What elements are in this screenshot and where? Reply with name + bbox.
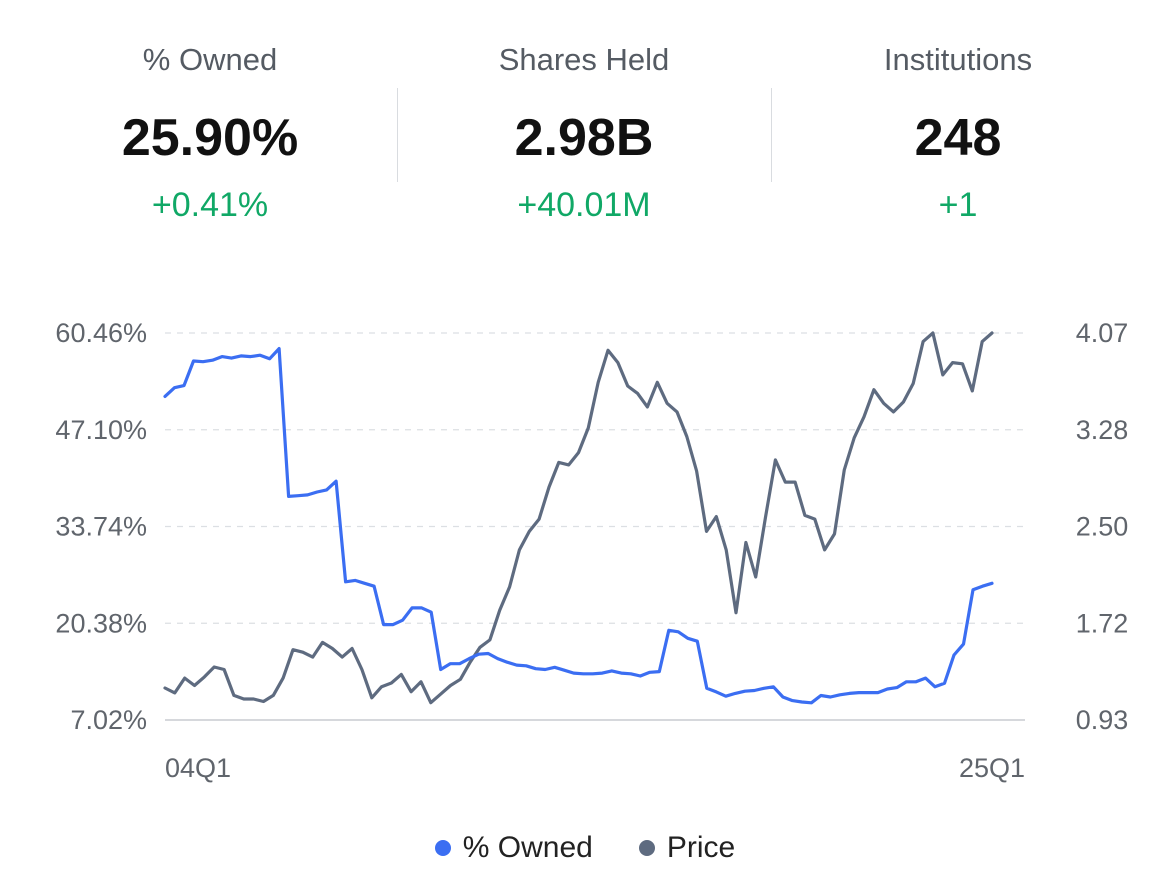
y-left-tick-label: 33.74% <box>55 512 147 542</box>
stat-institutions-change: +1 <box>938 186 978 224</box>
y-right-axis: 4.07 3.28 2.50 1.72 0.93 <box>1076 318 1129 735</box>
y-left-tick-label: 7.02% <box>70 705 147 735</box>
y-left-tick-label: 20.38% <box>55 608 147 638</box>
stat-shares-label: Shares Held <box>498 42 670 77</box>
y-right-tick-label: 2.50 <box>1076 512 1129 542</box>
stat-institutions-label: Institutions <box>883 42 1033 77</box>
x-axis: 04Q1 25Q1 <box>165 753 1025 783</box>
y-right-tick-label: 4.07 <box>1076 318 1129 348</box>
stat-shares: Shares Held 2.98B +40.01M <box>434 40 734 226</box>
stats-header: % Owned 25.90% +0.41% Shares Held 2.98B … <box>0 0 1170 250</box>
y-left-tick-label: 60.46% <box>55 318 147 348</box>
y-right-tick-label: 1.72 <box>1076 608 1129 638</box>
legend-item-price[interactable]: Price <box>638 831 736 865</box>
stat-institutions-value: 248 <box>914 109 1002 167</box>
grid-lines <box>165 332 1025 721</box>
series-lines <box>163 331 994 705</box>
legend-dot-owned <box>434 840 451 856</box>
stat-owned-label: % Owned <box>142 42 278 77</box>
legend-item-owned[interactable]: % Owned <box>434 831 593 865</box>
stat-shares-value: 2.98B <box>514 109 654 167</box>
legend-label-owned: % Owned <box>462 831 593 864</box>
x-tick-label: 25Q1 <box>959 753 1025 783</box>
series-line-price <box>163 331 994 705</box>
series-line-owned <box>163 347 994 705</box>
y-left-axis: 60.46% 47.10% 33.74% 20.38% 7.02% <box>55 318 147 735</box>
y-right-tick-label: 0.93 <box>1076 705 1129 735</box>
stat-institutions: Institutions 248 +1 <box>808 40 1108 226</box>
y-left-tick-label: 47.10% <box>55 415 147 445</box>
legend-label-price: Price <box>666 831 736 864</box>
chart-legend: % Owned Price <box>0 826 1170 870</box>
stat-divider <box>397 88 398 182</box>
stat-owned-change: +0.41% <box>151 186 269 224</box>
stat-owned: % Owned 25.90% +0.41% <box>60 40 360 226</box>
legend-dot-price <box>638 840 655 856</box>
stat-owned-value: 25.90% <box>121 109 299 167</box>
x-tick-label: 04Q1 <box>165 753 231 783</box>
y-right-tick-label: 3.28 <box>1076 415 1129 445</box>
stat-shares-change: +40.01M <box>517 186 651 224</box>
stat-divider <box>771 88 772 182</box>
ownership-chart: 60.46% 47.10% 33.74% 20.38% 7.02% 4.07 3.28 2.… <box>55 318 1129 783</box>
